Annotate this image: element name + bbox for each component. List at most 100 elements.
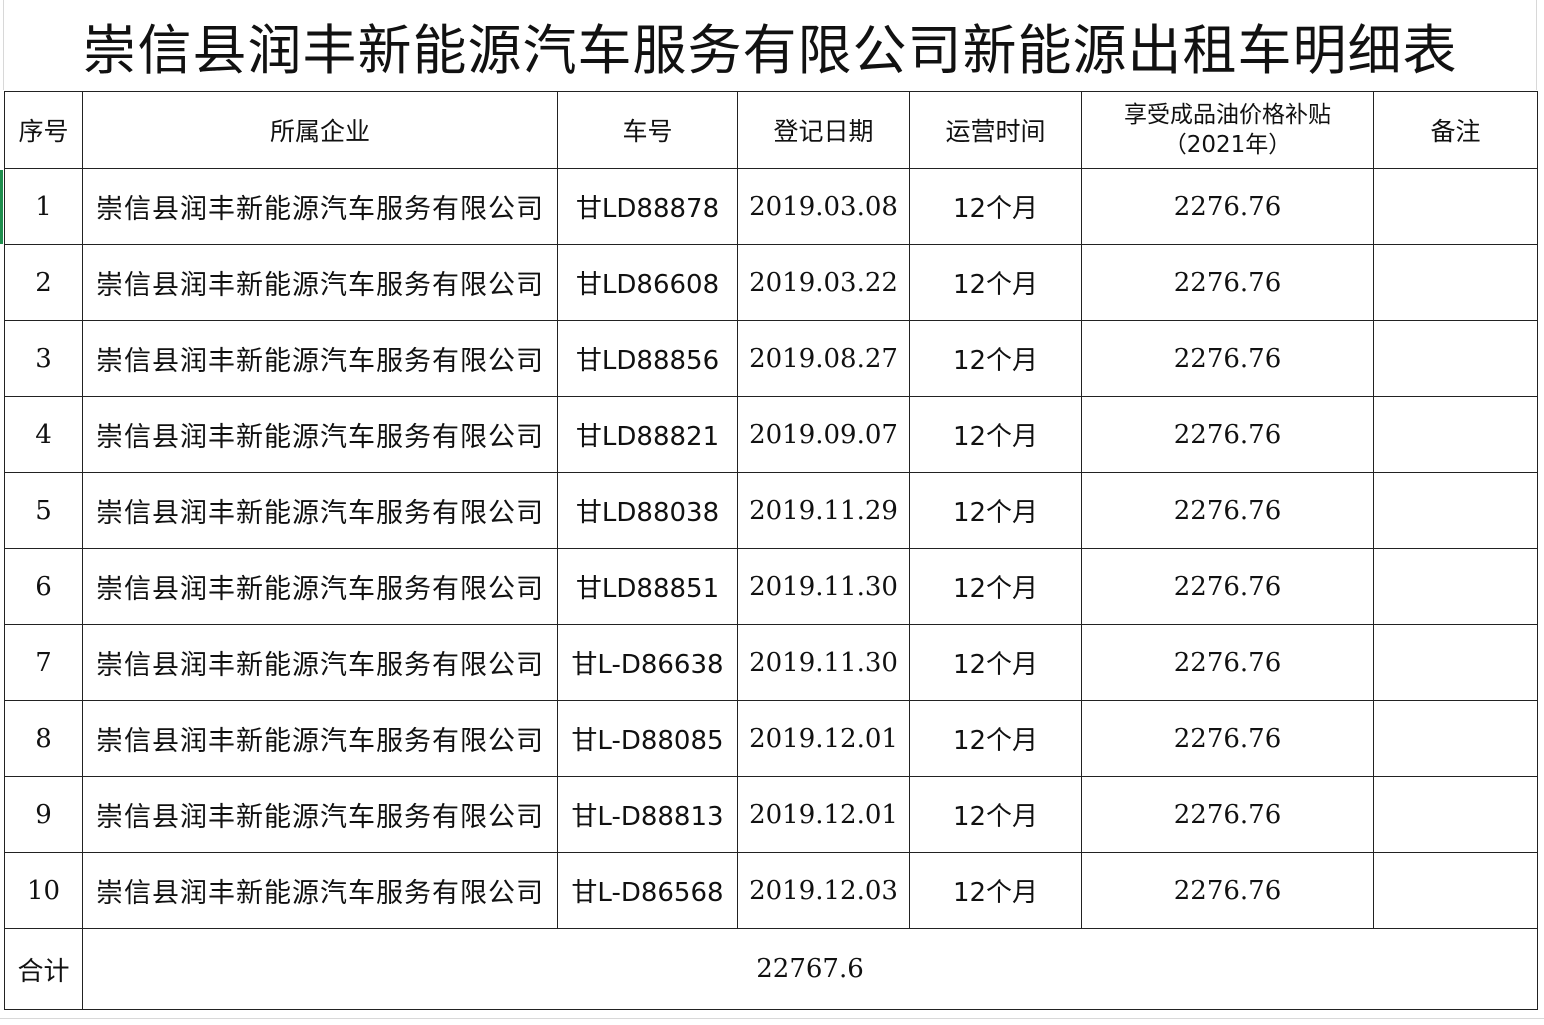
header-op-time[interactable]: 运营时间 <box>909 91 1082 169</box>
cell-remarks[interactable] <box>1373 548 1538 625</box>
cell-seq[interactable]: 6 <box>4 548 83 625</box>
cell-seq[interactable]: 3 <box>4 320 83 397</box>
cell-company[interactable]: 崇信县润丰新能源汽车服务有限公司 <box>82 548 558 625</box>
table-row: 7 崇信县润丰新能源汽车服务有限公司 甘L-D86638 2019.11.30 … <box>4 624 1538 701</box>
cell-subsidy[interactable]: 2276.76 <box>1081 700 1374 777</box>
cell-subsidy[interactable]: 2276.76 <box>1081 168 1374 245</box>
cell-op-time[interactable]: 12个月 <box>909 548 1082 625</box>
cell-reg-date[interactable]: 2019.09.07 <box>737 396 910 473</box>
cell-company[interactable]: 崇信县润丰新能源汽车服务有限公司 <box>82 624 558 701</box>
cell-subsidy[interactable]: 2276.76 <box>1081 548 1374 625</box>
cell-op-time[interactable]: 12个月 <box>909 700 1082 777</box>
taxi-detail-table: 序号 所属企业 车号 登记日期 运营时间 享受成品油价格补贴 （2021年） 备… <box>4 91 1538 1010</box>
cell-company[interactable]: 崇信县润丰新能源汽车服务有限公司 <box>82 700 558 777</box>
cell-reg-date[interactable]: 2019.12.01 <box>737 776 910 853</box>
page-title[interactable]: 崇信县润丰新能源汽车服务有限公司新能源出租车明细表 <box>4 0 1536 90</box>
header-remarks[interactable]: 备注 <box>1373 91 1538 169</box>
cell-company[interactable]: 崇信县润丰新能源汽车服务有限公司 <box>82 396 558 473</box>
cell-op-time[interactable]: 12个月 <box>909 472 1082 549</box>
header-subsidy[interactable]: 享受成品油价格补贴 （2021年） <box>1081 91 1374 169</box>
table-row: 4 崇信县润丰新能源汽车服务有限公司 甘LD88821 2019.09.07 1… <box>4 396 1538 473</box>
cell-op-time[interactable]: 12个月 <box>909 852 1082 929</box>
cell-seq[interactable]: 9 <box>4 776 83 853</box>
cell-seq[interactable]: 4 <box>4 396 83 473</box>
header-subsidy-line2: （2021年） <box>1163 132 1292 158</box>
cell-plate[interactable]: 甘LD88851 <box>557 548 738 625</box>
cell-remarks[interactable] <box>1373 244 1538 321</box>
table-row: 1 崇信县润丰新能源汽车服务有限公司 甘LD88878 2019.03.08 1… <box>4 168 1538 245</box>
cell-seq[interactable]: 8 <box>4 700 83 777</box>
cell-subsidy[interactable]: 2276.76 <box>1081 624 1374 701</box>
header-seq[interactable]: 序号 <box>4 91 83 169</box>
cell-plate[interactable]: 甘LD88878 <box>557 168 738 245</box>
cell-remarks[interactable] <box>1373 852 1538 929</box>
cell-op-time[interactable]: 12个月 <box>909 244 1082 321</box>
table-row: 10 崇信县润丰新能源汽车服务有限公司 甘L-D86568 2019.12.03… <box>4 852 1538 929</box>
cell-seq[interactable]: 2 <box>4 244 83 321</box>
cell-reg-date[interactable]: 2019.03.22 <box>737 244 910 321</box>
cell-company[interactable]: 崇信县润丰新能源汽车服务有限公司 <box>82 320 558 397</box>
table-row: 9 崇信县润丰新能源汽车服务有限公司 甘L-D88813 2019.12.01 … <box>4 776 1538 853</box>
header-plate[interactable]: 车号 <box>557 91 738 169</box>
next-row-gridline <box>0 1018 1544 1025</box>
cell-subsidy[interactable]: 2276.76 <box>1081 852 1374 929</box>
cell-reg-date[interactable]: 2019.03.08 <box>737 168 910 245</box>
cell-subsidy[interactable]: 2276.76 <box>1081 776 1374 853</box>
cell-plate[interactable]: 甘LD88038 <box>557 472 738 549</box>
cell-subsidy[interactable]: 2276.76 <box>1081 396 1374 473</box>
cell-op-time[interactable]: 12个月 <box>909 624 1082 701</box>
table-row: 8 崇信县润丰新能源汽车服务有限公司 甘L-D88085 2019.12.01 … <box>4 700 1538 777</box>
table-row: 2 崇信县润丰新能源汽车服务有限公司 甘LD86608 2019.03.22 1… <box>4 244 1538 321</box>
cell-company[interactable]: 崇信县润丰新能源汽车服务有限公司 <box>82 168 558 245</box>
table-row: 5 崇信县润丰新能源汽车服务有限公司 甘LD88038 2019.11.29 1… <box>4 472 1538 549</box>
cell-reg-date[interactable]: 2019.12.03 <box>737 852 910 929</box>
cell-seq[interactable]: 7 <box>4 624 83 701</box>
header-reg-date[interactable]: 登记日期 <box>737 91 910 169</box>
cell-seq[interactable]: 1 <box>4 168 83 245</box>
cell-seq[interactable]: 10 <box>4 852 83 929</box>
selected-cell-marker <box>0 170 3 244</box>
cell-remarks[interactable] <box>1373 624 1538 701</box>
cell-plate[interactable]: 甘L-D86638 <box>557 624 738 701</box>
cell-reg-date[interactable]: 2019.12.01 <box>737 700 910 777</box>
cell-reg-date[interactable]: 2019.11.29 <box>737 472 910 549</box>
total-row: 合计 22767.6 <box>4 928 1538 1010</box>
cell-plate[interactable]: 甘L-D88085 <box>557 700 738 777</box>
cell-company[interactable]: 崇信县润丰新能源汽车服务有限公司 <box>82 244 558 321</box>
cell-remarks[interactable] <box>1373 396 1538 473</box>
header-subsidy-line1: 享受成品油价格补贴 <box>1124 102 1331 128</box>
cell-op-time[interactable]: 12个月 <box>909 168 1082 245</box>
total-label[interactable]: 合计 <box>4 928 83 1010</box>
cell-subsidy[interactable]: 2276.76 <box>1081 472 1374 549</box>
cell-reg-date[interactable]: 2019.11.30 <box>737 624 910 701</box>
cell-remarks[interactable] <box>1373 472 1538 549</box>
cell-op-time[interactable]: 12个月 <box>909 776 1082 853</box>
cell-reg-date[interactable]: 2019.08.27 <box>737 320 910 397</box>
cell-company[interactable]: 崇信县润丰新能源汽车服务有限公司 <box>82 852 558 929</box>
header-company[interactable]: 所属企业 <box>82 91 558 169</box>
cell-subsidy[interactable]: 2276.76 <box>1081 320 1374 397</box>
cell-plate[interactable]: 甘L-D88813 <box>557 776 738 853</box>
cell-op-time[interactable]: 12个月 <box>909 396 1082 473</box>
cell-remarks[interactable] <box>1373 320 1538 397</box>
cell-reg-date[interactable]: 2019.11.30 <box>737 548 910 625</box>
cell-subsidy[interactable]: 2276.76 <box>1081 244 1374 321</box>
total-value[interactable]: 22767.6 <box>82 928 1538 1010</box>
cell-company[interactable]: 崇信县润丰新能源汽车服务有限公司 <box>82 776 558 853</box>
cell-plate[interactable]: 甘LD88821 <box>557 396 738 473</box>
grid-line <box>1536 0 1537 90</box>
cell-remarks[interactable] <box>1373 168 1538 245</box>
cell-plate[interactable]: 甘L-D86568 <box>557 852 738 929</box>
cell-seq[interactable]: 5 <box>4 472 83 549</box>
table-row: 6 崇信县润丰新能源汽车服务有限公司 甘LD88851 2019.11.30 1… <box>4 548 1538 625</box>
grid-line <box>3 0 4 90</box>
cell-plate[interactable]: 甘LD88856 <box>557 320 738 397</box>
cell-company[interactable]: 崇信县润丰新能源汽车服务有限公司 <box>82 472 558 549</box>
cell-op-time[interactable]: 12个月 <box>909 320 1082 397</box>
header-row: 序号 所属企业 车号 登记日期 运营时间 享受成品油价格补贴 （2021年） 备… <box>4 91 1538 169</box>
cell-plate[interactable]: 甘LD86608 <box>557 244 738 321</box>
table-row: 3 崇信县润丰新能源汽车服务有限公司 甘LD88856 2019.08.27 1… <box>4 320 1538 397</box>
cell-remarks[interactable] <box>1373 700 1538 777</box>
cell-remarks[interactable] <box>1373 776 1538 853</box>
